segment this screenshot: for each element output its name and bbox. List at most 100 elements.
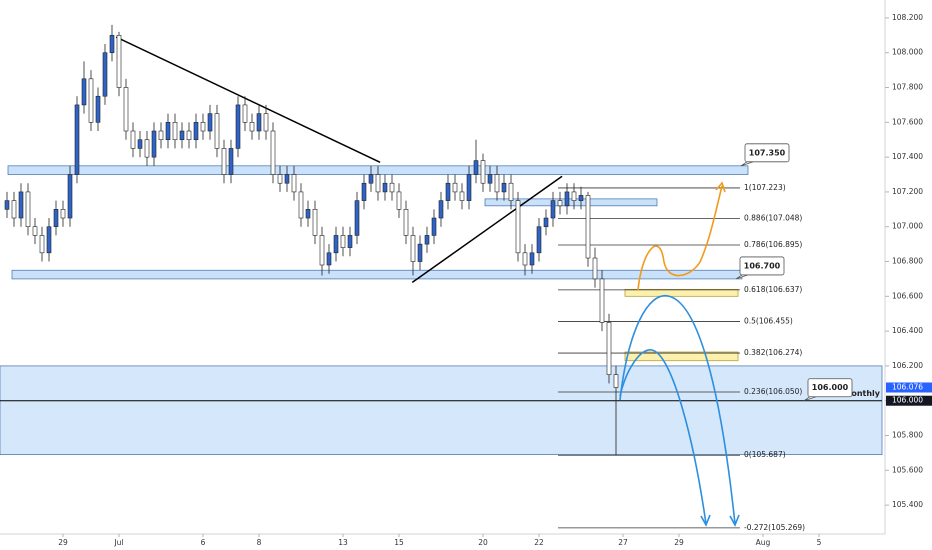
x-tick-label: 5 [817, 538, 822, 547]
candle-body [571, 191, 577, 201]
y-tick-label: 105.600 [892, 465, 923, 474]
candle-body [403, 209, 409, 236]
fib-label: 0(105.687) [744, 450, 786, 459]
y-tick-label: 106.800 [892, 257, 923, 266]
candle-body [18, 191, 24, 219]
x-tick-label: 29 [674, 538, 684, 547]
candle-body [186, 130, 192, 141]
candle-body [298, 191, 304, 219]
candle-body [158, 130, 164, 141]
candle-body [613, 374, 619, 388]
x-tick-label: 6 [201, 538, 206, 547]
candle-body [284, 174, 290, 184]
candle-body [494, 174, 500, 193]
x-tick-label: Jul [113, 538, 123, 547]
candle-body [585, 195, 591, 259]
fib-label: 0.236(106.050) [744, 387, 802, 396]
candle-body [487, 174, 493, 184]
candle-body [389, 182, 395, 193]
candle-body [382, 182, 388, 193]
y-tick-label: 105.400 [892, 500, 923, 509]
candle-body [319, 235, 325, 266]
blue-projection [619, 295, 736, 525]
candle-body [599, 278, 605, 323]
candle-body [347, 235, 353, 248]
fib-label: -0.272(105.269) [744, 523, 805, 532]
candle-body [53, 209, 59, 228]
zone [11, 269, 743, 280]
candle-body [102, 52, 108, 97]
orange-projection [637, 185, 723, 291]
candle-body [291, 174, 297, 193]
projection-arrows [619, 181, 740, 527]
callout-box [739, 256, 785, 276]
candle-body [354, 200, 360, 236]
candle-body [46, 226, 52, 254]
level-label: Monthly [843, 389, 880, 398]
callout-pointer [803, 396, 817, 402]
candle-body [228, 148, 234, 175]
candle-body [606, 322, 612, 375]
blue-projection [619, 349, 707, 525]
price-tag-label: 106.000 [892, 396, 923, 405]
callout-box [744, 143, 790, 163]
y-tick-label: 107.200 [892, 187, 923, 196]
candle-body [263, 113, 269, 132]
y-tick-label: 105.800 [892, 431, 923, 440]
target-zone [624, 351, 739, 362]
candle-body [67, 174, 73, 219]
candle-body [207, 113, 213, 132]
candle-body [39, 235, 45, 254]
candle-body [543, 217, 549, 228]
arrowhead [729, 514, 740, 527]
candle-body [95, 95, 101, 123]
candle-body [417, 243, 423, 262]
candle-body [536, 226, 542, 254]
y-tick-label: 107.000 [892, 222, 923, 231]
candle-body [242, 104, 248, 123]
candle-body [4, 200, 10, 210]
candle-body [249, 122, 255, 132]
y-tick-label: 108.200 [892, 13, 923, 22]
x-tick-label: 8 [257, 538, 262, 547]
zone [0, 365, 883, 456]
candle-body [312, 209, 318, 236]
candle-body [501, 182, 507, 193]
candle-body [270, 130, 276, 175]
y-tick-label: 108.000 [892, 48, 923, 57]
fib-label: 0.382(106.274) [744, 348, 802, 357]
candle-body [200, 122, 206, 132]
candle-body [375, 174, 381, 193]
y-tick-label: 107.400 [892, 152, 923, 161]
candle-body [256, 113, 262, 132]
callout-label: 106.700 [744, 261, 781, 270]
y-tick-label: 107.600 [892, 117, 923, 126]
x-tick-label: 15 [394, 538, 404, 547]
fib-label: 0.886(107.048) [744, 213, 802, 222]
candle-body [424, 235, 430, 245]
zone [484, 198, 658, 207]
candle-body [480, 160, 486, 184]
y-tick-label: 106.400 [892, 326, 923, 335]
x-tick-label: 27 [618, 538, 628, 547]
callout-label: 106.000 [812, 383, 849, 392]
candle-body [326, 252, 332, 266]
candle-body [361, 182, 367, 201]
candle-body [522, 252, 528, 266]
candle-body [88, 78, 94, 123]
candle-body [137, 139, 143, 149]
candle-body [410, 235, 416, 262]
candle-body [60, 209, 66, 219]
candle-body [193, 122, 199, 141]
candle-body [305, 209, 311, 219]
arrowhead [700, 514, 711, 527]
candle-body [109, 35, 115, 54]
candle-body [116, 35, 122, 88]
price-tag [886, 382, 932, 393]
fib-label: 0.618(106.637) [744, 285, 802, 294]
candle-body [515, 200, 521, 254]
candle-body [550, 200, 556, 219]
candle-body [466, 174, 472, 201]
candle-body [32, 226, 38, 236]
